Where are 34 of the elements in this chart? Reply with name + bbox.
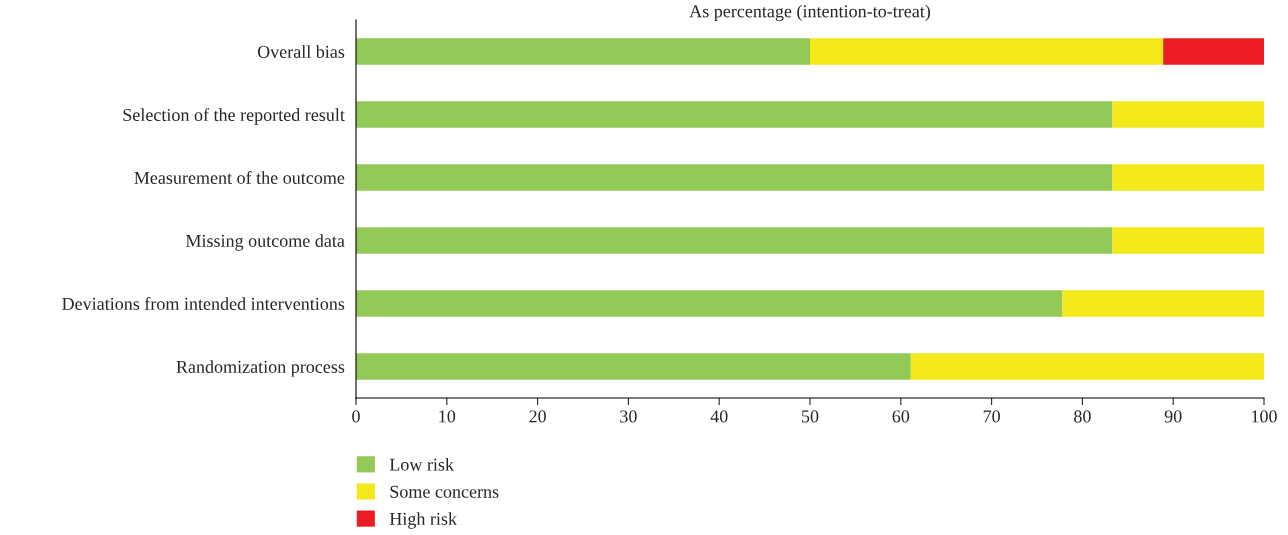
bar: [810, 38, 1164, 65]
bar: [1112, 164, 1264, 191]
y-tick-label: Measurement of the outcome: [134, 171, 345, 184]
y-tick-label: Deviations from intended interventions: [62, 297, 345, 310]
legend-label: High risk: [389, 512, 457, 529]
y-tick-label: Missing outcome data: [185, 234, 345, 251]
x-tick-label: 30: [620, 410, 637, 423]
bar: [356, 101, 1113, 128]
chart-title: As percentage (intention-to-treat): [689, 4, 931, 22]
bar: [910, 353, 1264, 380]
bar: [1112, 227, 1264, 254]
bar: [1112, 101, 1264, 128]
x-tick-label: 60: [892, 410, 910, 423]
bar: [1062, 290, 1264, 317]
x-tick-label: 0: [352, 410, 360, 423]
x-tick-label: 40: [710, 410, 728, 423]
x-tick-label: 100: [1252, 410, 1277, 423]
x-tick-label: 80: [1074, 410, 1091, 423]
bar: [356, 164, 1113, 191]
bar: [356, 290, 1063, 317]
y-tick-label: Randomization process: [176, 360, 345, 377]
x-tick-label: 50: [802, 410, 819, 423]
bar: [356, 353, 911, 380]
bar: [356, 227, 1113, 254]
x-tick-label: 70: [983, 410, 1000, 423]
x-tick-label: 20: [529, 410, 546, 423]
y-tick-label: Selection of the reported result: [123, 108, 345, 125]
x-tick-label: 90: [1164, 410, 1182, 423]
bar: [1163, 38, 1264, 65]
legend-label: Some concerns: [390, 485, 499, 498]
x-tick-label: 10: [439, 410, 456, 423]
bar: [356, 38, 810, 65]
y-tick-label: Overall bias: [257, 45, 345, 58]
legend-label: Low risk: [389, 457, 454, 471]
